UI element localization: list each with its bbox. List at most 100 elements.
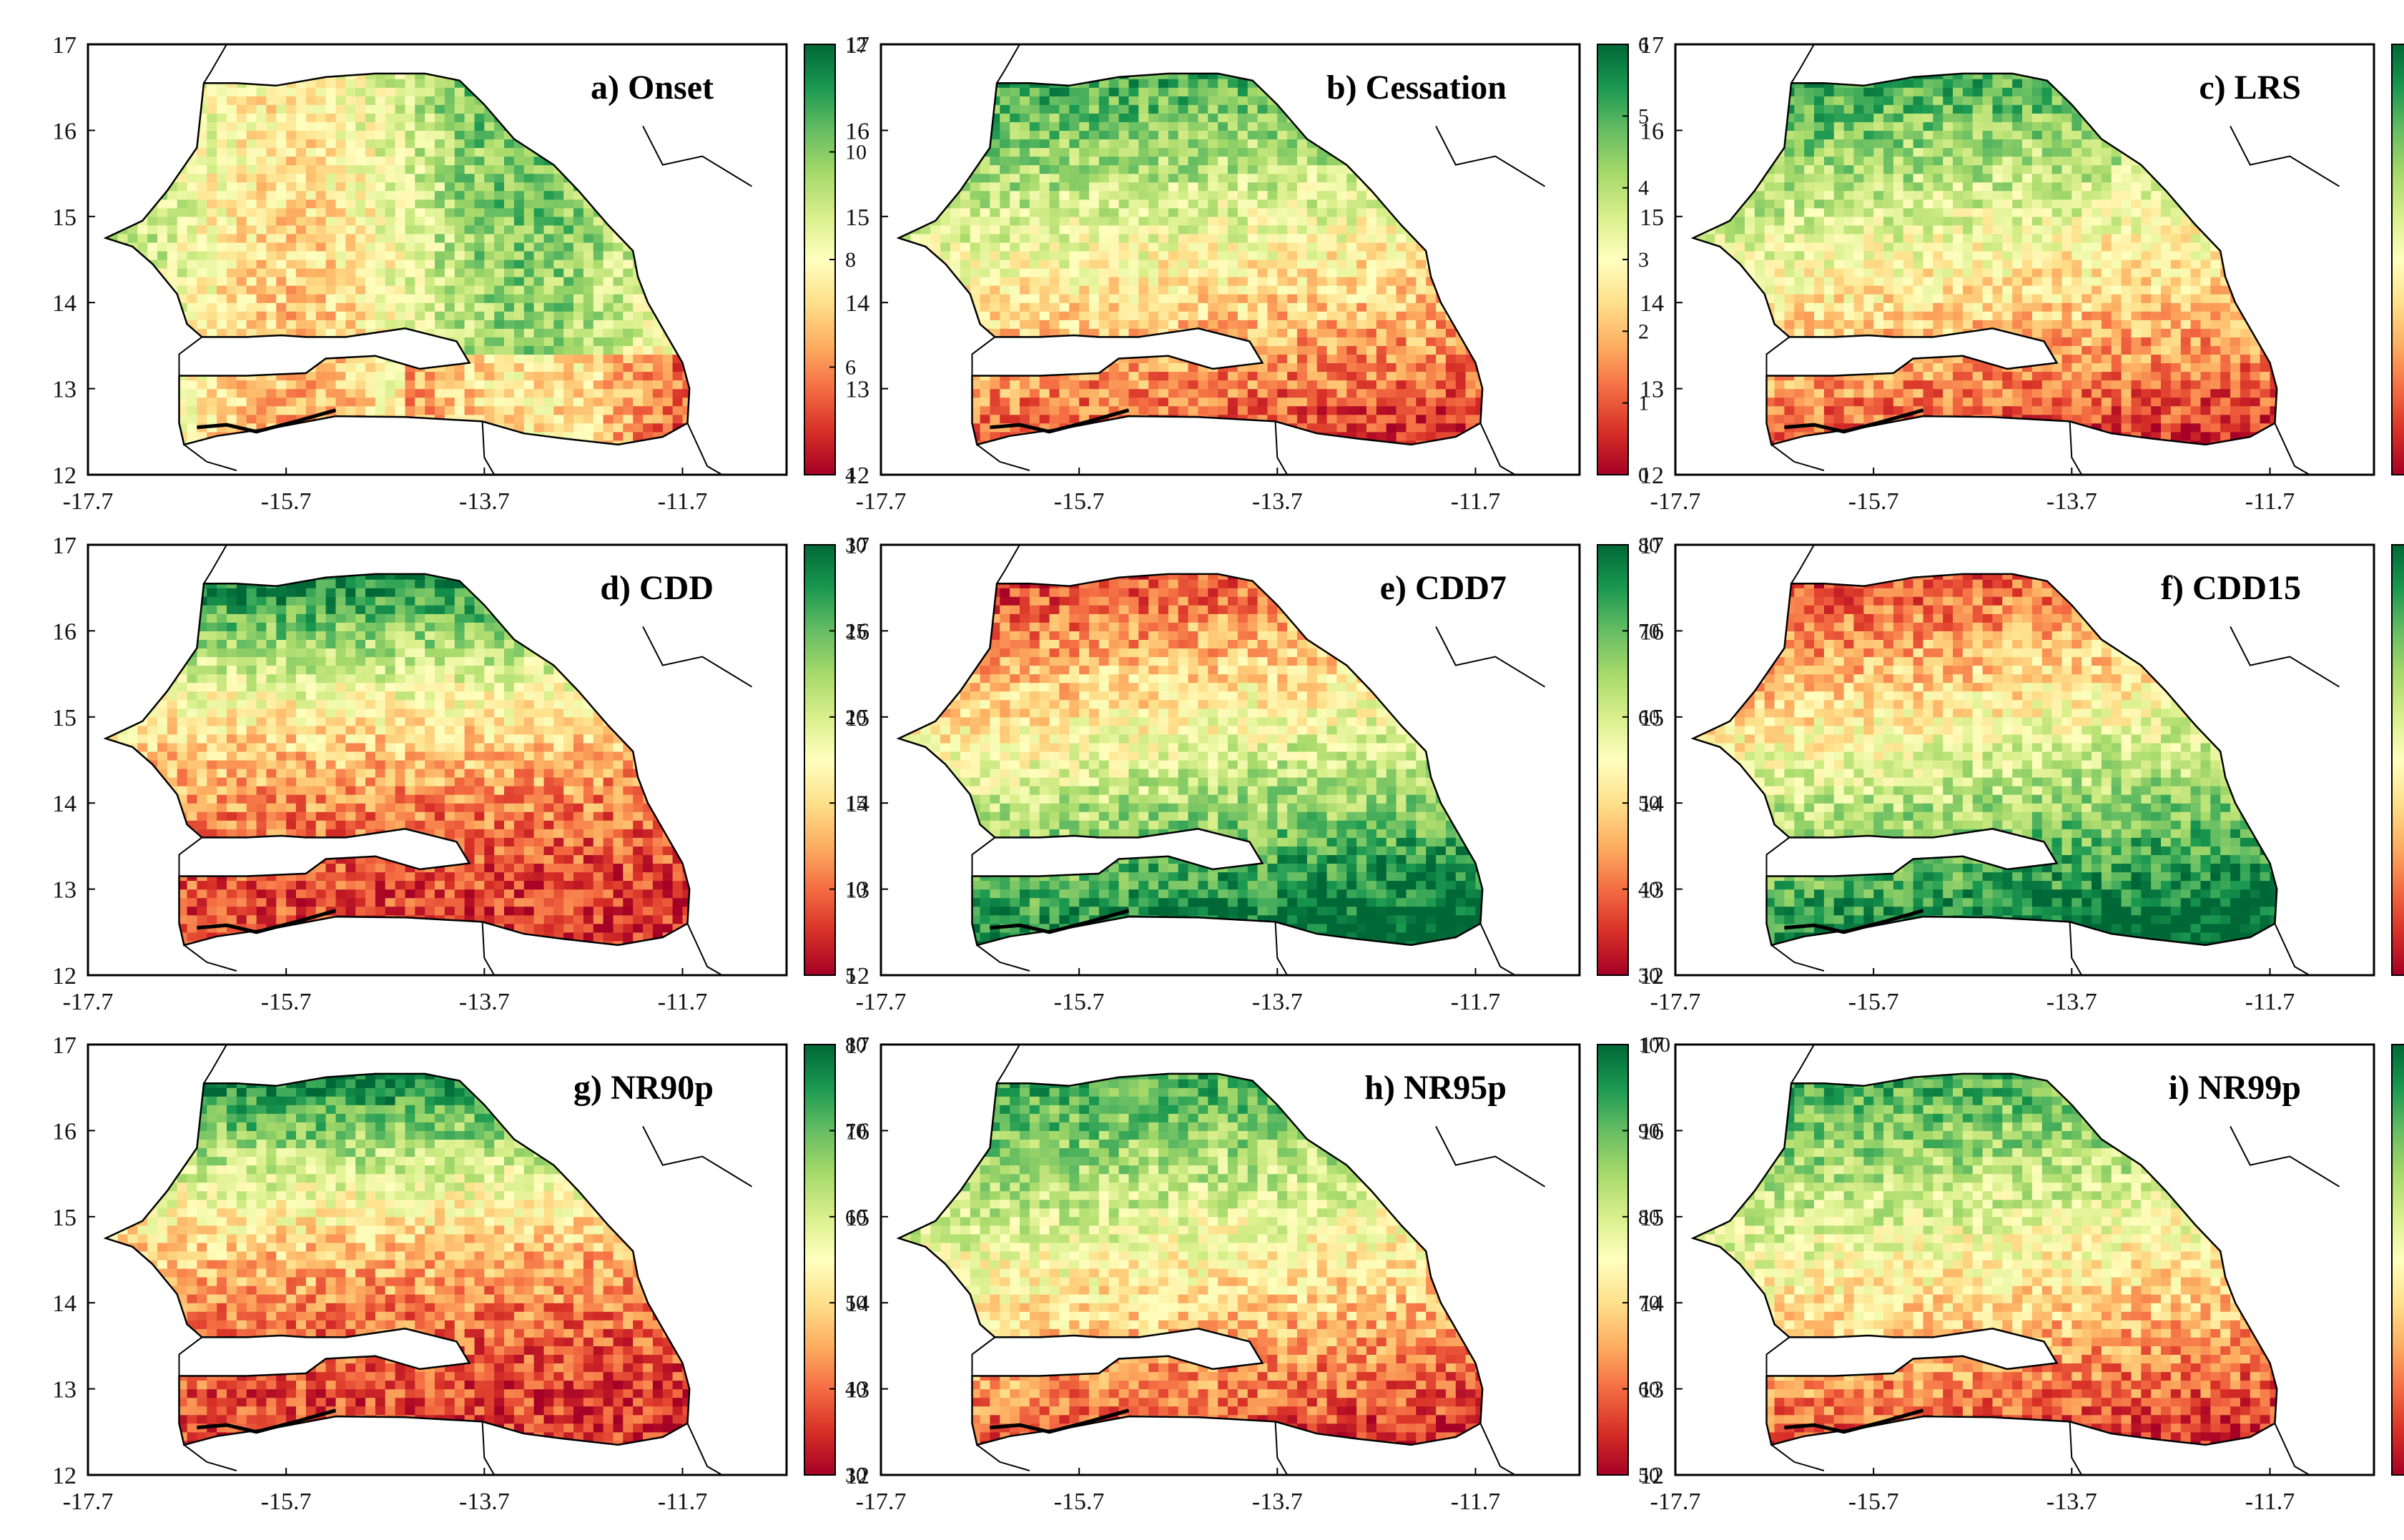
y-tick-label: 15 <box>52 204 77 231</box>
y-tick-label: 17 <box>1640 32 1664 59</box>
border-line <box>642 125 753 187</box>
y-tick-label: 17 <box>1640 1032 1664 1059</box>
map-panel-9: 12 13 14 15 16 17 -17.7 -15.7 -13.7 -11.7 i) NR99p… <box>1640 1032 2404 1515</box>
x-tick-label: -17.7 <box>856 1489 907 1515</box>
border-line <box>686 1423 723 1476</box>
map-panel-6: 12 13 14 15 16 17 -17.7 -15.7 -13.7 -11.7 f) CDD15… <box>1640 533 2404 1015</box>
border-line <box>2069 421 2083 475</box>
colorbar-tick-label: 80 <box>1638 1205 1660 1229</box>
x-tick-label: -13.7 <box>1252 488 1303 515</box>
colorbar-tick-label: 40 <box>1638 878 1660 902</box>
border-line <box>976 944 1030 972</box>
colorbar-gradient <box>2391 1044 2404 1476</box>
colorbar-tick-label: 60 <box>1638 1378 1660 1401</box>
border-line <box>1435 626 1546 688</box>
panel-title: b) Cessation <box>1326 69 1507 107</box>
y-tick-label: 13 <box>1640 377 1664 403</box>
y-tick-label: 12 <box>52 963 77 989</box>
colorbar-tick-label: 0 <box>1638 463 1649 487</box>
colorbar-tick-label: 8 <box>845 248 856 272</box>
colorbar-tick-label: 80 <box>1638 533 1660 557</box>
colorbar-tick-label: 6 <box>1638 33 1649 56</box>
y-tick-label: 16 <box>1640 118 1664 144</box>
border-line <box>976 444 1030 471</box>
y-tick-label: 15 <box>845 204 870 231</box>
x-tick-label: -17.7 <box>856 989 907 1015</box>
border-line <box>2069 922 2083 976</box>
y-tick-label: 15 <box>1640 705 1664 731</box>
colorbar-tick-label: 50 <box>845 1291 867 1315</box>
x-tick-label: -15.7 <box>1848 989 1899 1015</box>
panel-title: i) NR99p <box>2169 1069 2301 1107</box>
colorbar-tick-label: 2 <box>1638 320 1649 343</box>
y-tick-label: 14 <box>52 1290 77 1317</box>
y-tick-label: 16 <box>1640 618 1664 645</box>
x-tick-label: -15.7 <box>261 488 312 515</box>
river-line <box>1784 408 1924 434</box>
border-line <box>1479 923 1516 976</box>
y-tick-label: 16 <box>1640 1118 1664 1145</box>
river-line <box>197 1408 337 1434</box>
x-tick-label: -11.7 <box>2245 1489 2295 1515</box>
y-tick-label: 17 <box>52 1032 77 1059</box>
colorbar-tick-label: 4 <box>1638 177 1649 200</box>
border-line <box>1770 1444 1825 1471</box>
colorbar-gradient <box>2391 44 2404 475</box>
x-tick-label: -17.7 <box>1650 488 1701 515</box>
colorbar: 010203040 <box>2391 44 2404 475</box>
river-line <box>1784 909 1924 934</box>
colorbar: 50 60 70 80 90 100 <box>1597 1033 1670 1487</box>
heatmap-cells <box>1693 73 2277 445</box>
y-tick-label: 15 <box>52 705 77 731</box>
border-line <box>183 444 237 471</box>
y-tick-label: 14 <box>845 791 870 817</box>
colorbar-tick-label: 70 <box>845 1119 867 1142</box>
border-line <box>481 1421 496 1476</box>
x-tick-label: -15.7 <box>261 989 312 1015</box>
colorbar-tick-label: 5 <box>845 964 856 987</box>
y-tick-label: 12 <box>845 1463 870 1489</box>
y-tick-label: 13 <box>1640 1377 1664 1403</box>
heatmap-cells <box>898 573 1483 945</box>
map-panel-7: 12 13 14 15 16 17 -17.7 -15.7 -13.7 -11.7 g) NR90p… <box>52 1032 867 1515</box>
border-line <box>183 1444 237 1471</box>
heatmap-cells <box>898 1073 1483 1445</box>
colorbar-tick-label: 4 <box>845 463 856 487</box>
y-tick-label: 14 <box>52 791 77 817</box>
heatmap-cells <box>105 573 690 945</box>
panel-title: h) NR95p <box>1364 1069 1507 1107</box>
axes-frame <box>880 543 1581 977</box>
border-line <box>996 44 1020 84</box>
border-line <box>996 544 1020 584</box>
colorbar-tick-label: 50 <box>1638 791 1660 815</box>
panel-title: c) LRS <box>2199 69 2301 107</box>
x-tick-label: -17.7 <box>1650 989 1701 1015</box>
colorbar-tick-label: 15 <box>845 791 867 815</box>
y-tick-label: 16 <box>845 1118 870 1145</box>
border-line <box>203 44 227 84</box>
border-line <box>642 626 753 688</box>
colorbar-tick-label: 6 <box>845 356 856 380</box>
heatmap-cells <box>1693 1073 2277 1445</box>
x-tick-label: -11.7 <box>658 989 708 1015</box>
y-tick-label: 13 <box>845 877 870 904</box>
x-tick-label: -11.7 <box>2245 488 2295 515</box>
colorbar: 30 40 50 60 70 80 <box>1597 533 1660 987</box>
heatmap-cells <box>105 1073 690 1445</box>
border-line <box>481 922 496 976</box>
border-line <box>1770 444 1825 471</box>
y-tick-label: 17 <box>845 1032 870 1059</box>
colorbar-gradient <box>1597 1044 1629 1476</box>
border-line <box>1790 544 1815 584</box>
border-line <box>2230 626 2340 688</box>
y-tick-label: 12 <box>1640 1463 1664 1489</box>
y-tick-label: 17 <box>52 32 77 59</box>
y-tick-label: 15 <box>1640 204 1664 231</box>
y-tick-label: 16 <box>52 118 77 144</box>
x-tick-label: -17.7 <box>856 488 907 515</box>
x-tick-label: -13.7 <box>459 989 510 1015</box>
border-line <box>1770 944 1825 972</box>
